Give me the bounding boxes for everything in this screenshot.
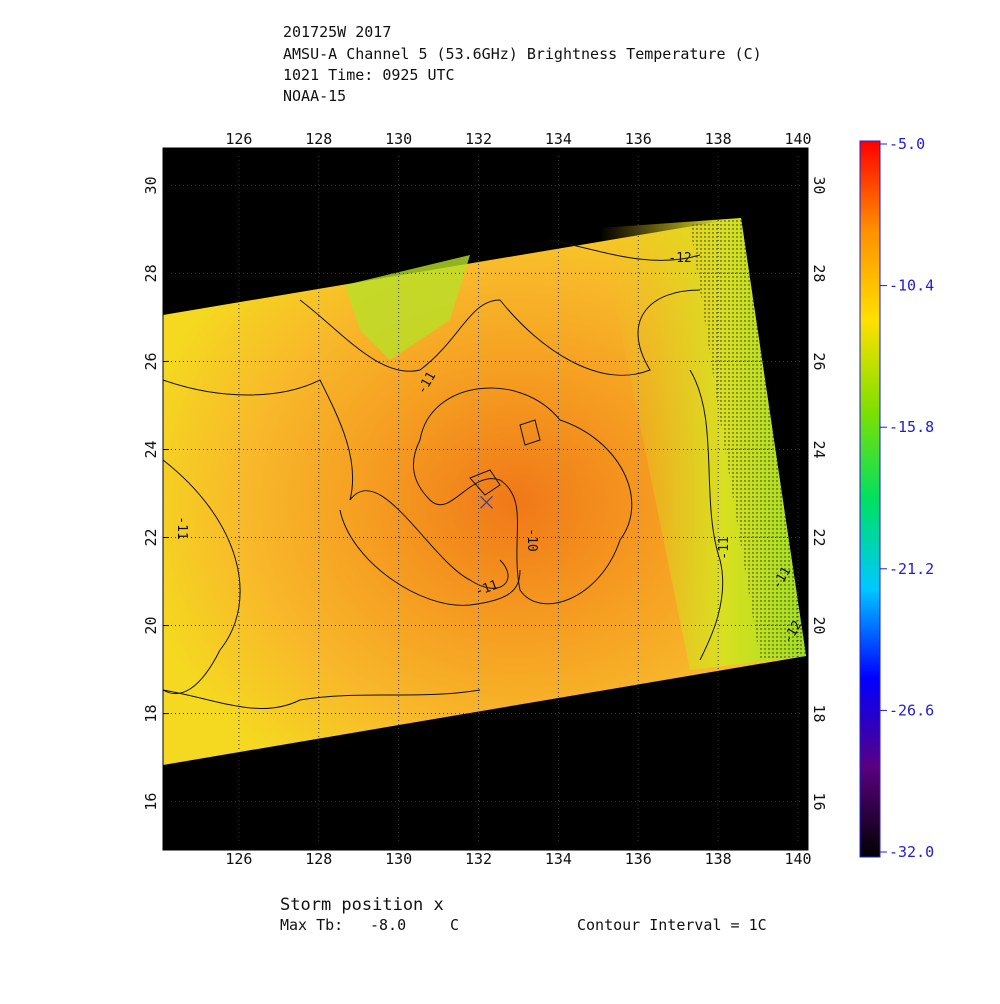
colorbar-tick-label: -32.0 [889, 843, 934, 861]
footer-max-label: Max Tb: [280, 916, 343, 934]
y-tick-label: 30 [142, 176, 160, 194]
y-tick-label: 20 [142, 617, 160, 635]
colorbar-tick-label: -10.4 [889, 277, 934, 295]
x-tick-label: 140 [784, 130, 811, 148]
y-tick-label: 22 [142, 528, 160, 546]
y-tick-label: 26 [810, 352, 828, 370]
footer-storm: Storm position x [280, 895, 444, 915]
contour [549, 239, 701, 261]
header-line: 201725W 2017 [283, 23, 391, 41]
map-frame [162, 147, 809, 851]
y-tick-label: 16 [810, 793, 828, 811]
y-tick-label: 18 [810, 705, 828, 723]
contour [299, 289, 701, 376]
y-tick-label: 28 [810, 264, 828, 282]
y-tick-label: 30 [810, 176, 828, 194]
contour [689, 369, 724, 661]
x-tick-label: 128 [305, 850, 332, 868]
contour [519, 419, 541, 446]
x-tick-label: 136 [625, 850, 652, 868]
x-tick-label: 134 [545, 130, 572, 148]
x-tick-label: 126 [225, 850, 252, 868]
contour-label: -11 [174, 516, 189, 539]
footer: Storm position x Max Tb: -8.0 C Contour … [280, 895, 767, 934]
y-tick-label: 24 [810, 440, 828, 458]
y-tick-label: 16 [142, 793, 160, 811]
y-tick-label: 24 [142, 440, 160, 458]
x-tick-label: 138 [705, 850, 732, 868]
x-tick-label: 126 [225, 130, 252, 148]
y-tick-label: 28 [142, 264, 160, 282]
contours [162, 239, 724, 710]
contour-label: -11 [717, 536, 732, 559]
x-tick-label: 128 [305, 130, 332, 148]
y-tick-label: 18 [142, 705, 160, 723]
contour [162, 379, 354, 501]
footer-interval: Contour Interval = 1C [577, 916, 767, 934]
y-tick-label: 26 [142, 352, 160, 370]
colorbar-tick-label: -15.8 [889, 418, 934, 436]
colorbar-tick-label: -5.0 [889, 135, 925, 153]
footer-max-unit: C [450, 916, 459, 934]
x-tick-label: 136 [625, 130, 652, 148]
x-tick-label: 130 [385, 850, 412, 868]
x-tick-label: 140 [784, 850, 811, 868]
colorbar [859, 140, 881, 858]
header: 201725W 2017 AMSU-A Channel 5 (53.6GHz) … [283, 23, 762, 105]
contour [162, 459, 241, 695]
cool-patch [345, 255, 470, 360]
y-tick-label: 20 [810, 617, 828, 635]
x-tick-label: 130 [385, 130, 412, 148]
colorbar-tick-label: -21.2 [889, 560, 934, 578]
header-line: NOAA-15 [283, 87, 346, 105]
contour [469, 469, 501, 496]
contour [349, 490, 509, 589]
contour [412, 387, 633, 605]
stipple [690, 218, 806, 660]
grid [163, 148, 808, 850]
x-tick-label: 138 [705, 130, 732, 148]
colorbar-tick-label: -26.6 [889, 701, 934, 719]
header-line: 1021 Time: 0925 UTC [283, 66, 455, 84]
contour [339, 509, 521, 606]
y-tick-label: 22 [810, 528, 828, 546]
footer-max-value: -8.0 [370, 916, 406, 934]
contour-label: -12 [668, 251, 691, 266]
header-line: AMSU-A Channel 5 (53.6GHz) Brightness Te… [283, 45, 762, 63]
x-tick-label: 134 [545, 850, 572, 868]
contour [162, 689, 481, 710]
storm-position [480, 495, 493, 509]
x-tick-label: 132 [465, 850, 492, 868]
contour-label: -10 [524, 528, 539, 551]
x-tick-label: 132 [465, 130, 492, 148]
